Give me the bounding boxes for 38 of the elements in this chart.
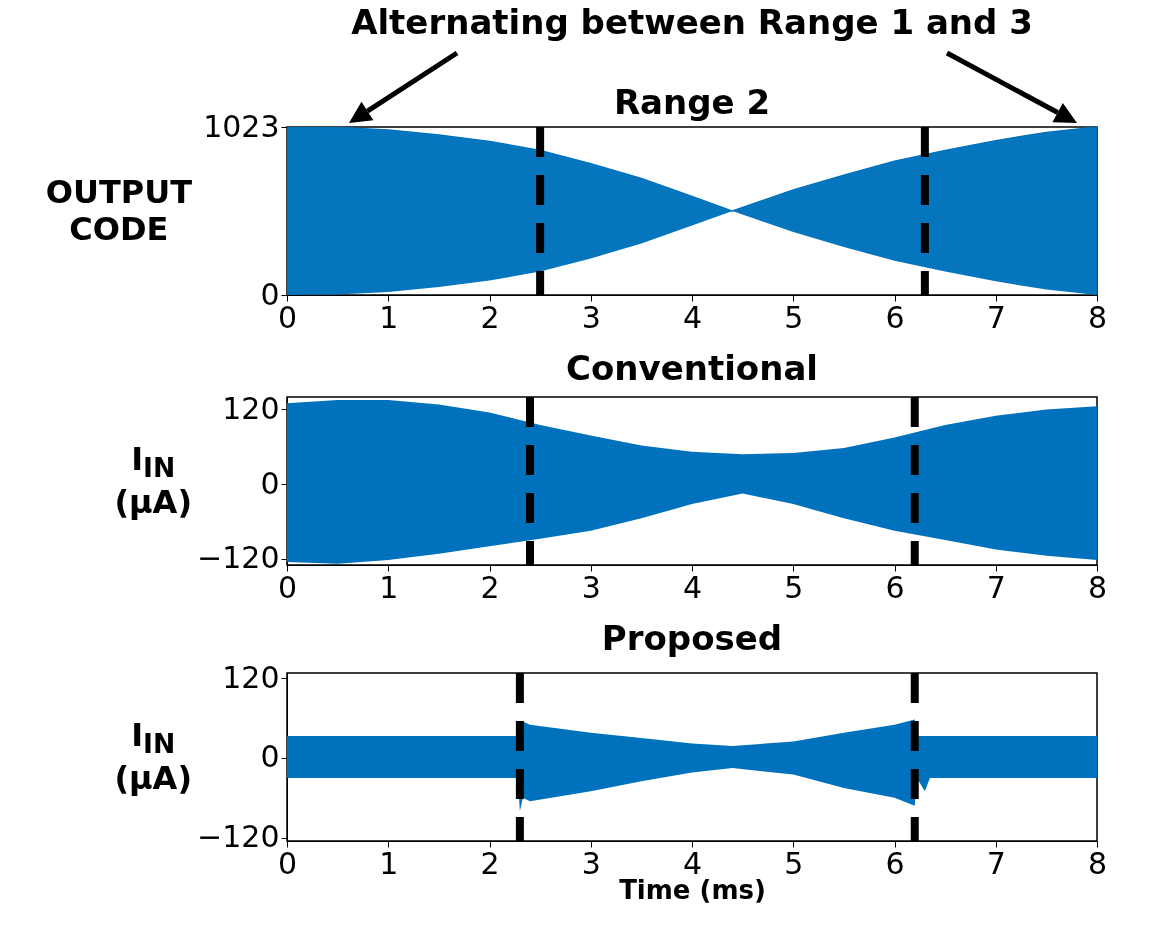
x-tick-label: 5 (784, 299, 804, 335)
x-tick-label: 6 (885, 845, 905, 881)
y-tick-label: 0 (260, 739, 280, 775)
x-tick-label: 2 (480, 299, 500, 335)
y-axis-title: I$_{IN}$ (μA) (114, 716, 192, 798)
x-tick-label: 6 (885, 569, 905, 605)
x-tick-label: 1 (379, 299, 399, 335)
x-tick-label: 3 (581, 299, 601, 335)
chart-title: Conventional (565, 348, 819, 388)
x-tick-label: 2 (480, 845, 500, 881)
x-tick-label: 1 (379, 569, 399, 605)
x-tick-label: 1 (379, 845, 399, 881)
y-tick-label: 120 (222, 390, 280, 426)
x-tick-label: 4 (682, 299, 703, 335)
x-tick-label: 6 (885, 299, 905, 335)
x-tick-label: 7 (986, 845, 1006, 881)
x-tick-label: 8 (1087, 845, 1108, 881)
chart-title: Alternating between Range 1 and 3 (351, 2, 1033, 42)
x-tick-label: 4 (682, 569, 703, 605)
x-tick-label: 5 (784, 845, 804, 881)
x-tick-label: 5 (784, 569, 804, 605)
text: Range 2 (613, 82, 771, 122)
x-tick-label: 8 (1087, 569, 1108, 605)
y-tick-label: 120 (222, 659, 280, 695)
x-tick-label: 8 (1087, 299, 1108, 335)
x-tick-label: 3 (581, 569, 601, 605)
x-tick-label: 7 (986, 569, 1006, 605)
x-tick-label: 7 (986, 299, 1006, 335)
y-tick-label: −120 (197, 819, 280, 855)
chart-title: Proposed (601, 618, 783, 659)
y-axis-title: OUTPUT CODE (45, 173, 192, 248)
y-tick-label: 0 (260, 276, 280, 312)
y-axis-title: I$_{IN}$ (μA) (114, 440, 192, 522)
y-tick-label: −120 (197, 540, 280, 576)
x-tick-label: 2 (480, 569, 500, 605)
y-tick-label: 0 (260, 465, 280, 501)
y-tick-label: 1023 (203, 108, 280, 144)
x-tick-label: 3 (581, 845, 601, 881)
